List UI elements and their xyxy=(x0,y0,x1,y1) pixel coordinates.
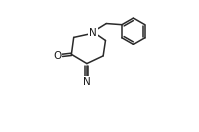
Text: N: N xyxy=(83,77,91,87)
Text: O: O xyxy=(53,51,61,61)
Text: N: N xyxy=(89,28,97,38)
